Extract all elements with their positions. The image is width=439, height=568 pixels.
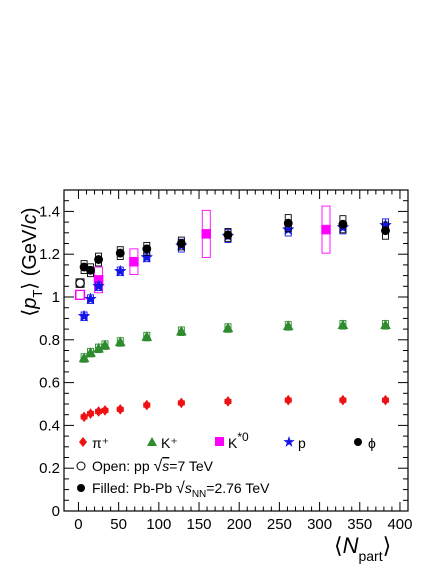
point-pi: [177, 397, 186, 409]
point-phi: [176, 239, 186, 248]
pp-point-kstar: [74, 289, 86, 300]
legend-filled-marker: [77, 484, 85, 492]
point-k: [114, 336, 126, 347]
point-p: [140, 250, 154, 263]
point-k: [380, 319, 391, 330]
y-tick-label: 1.4: [39, 203, 60, 220]
y-tick-label: 1: [52, 289, 60, 306]
legend-label-kstar: K*0: [228, 430, 249, 451]
svg-text:⟨pT⟩ (GeV/c): ⟨pT⟩ (GeV/c): [19, 207, 45, 316]
legend-label-pi: π⁺: [92, 435, 109, 451]
legend-marker-phi: [354, 438, 362, 446]
data-marks: [74, 205, 392, 423]
y-axis-title: ⟨pT⟩ (GeV/c): [19, 207, 45, 316]
point-phi: [142, 244, 152, 254]
x-tick-label: 250: [267, 516, 292, 533]
point-pi: [86, 408, 95, 420]
point-pi: [338, 394, 347, 406]
point-p: [84, 292, 97, 305]
x-tick-label: 50: [110, 516, 127, 533]
y-tick-label: 0.2: [39, 460, 60, 477]
y-tick-label: 0: [52, 503, 60, 520]
point-p: [113, 264, 127, 277]
legend-marker-p: [283, 436, 295, 447]
x-tick-label: 0: [74, 516, 82, 533]
legend-marker-pi: [79, 437, 87, 447]
y-tick-label: 0.6: [39, 375, 60, 392]
x-tick-label: 200: [227, 516, 252, 533]
point-pi: [224, 396, 232, 407]
pp-point-phi: [75, 278, 85, 288]
point-phi: [115, 248, 125, 258]
point-pi: [381, 394, 390, 406]
point-k: [175, 325, 187, 336]
point-k: [337, 319, 349, 330]
y-tick-label: 0.4: [39, 417, 60, 434]
legend-open-label: Open: pp √s=7 TeV: [92, 458, 214, 475]
legend-filled-label: Filled: Pb-Pb √sNN=2.76 TeV: [92, 480, 270, 500]
legend-label-p: p: [298, 435, 306, 451]
point-pi: [80, 411, 89, 423]
pp-syst-box-kstar: [75, 290, 85, 300]
legend-label-phi: ϕ: [368, 435, 376, 451]
point-p: [92, 279, 105, 292]
x-tick-label: 400: [387, 516, 412, 533]
x-tick-label: 300: [307, 516, 332, 533]
point-pi: [116, 403, 125, 415]
point-phi: [338, 219, 348, 229]
point-pi: [142, 399, 151, 411]
point-kstar: [201, 229, 212, 239]
point-kstar: [129, 256, 139, 267]
point-phi: [283, 218, 293, 228]
point-kstar: [321, 224, 331, 235]
point-k: [78, 352, 90, 363]
x-tick-label: 150: [187, 516, 212, 533]
point-p: [77, 309, 91, 322]
x-tick-label: 350: [347, 516, 372, 533]
point-k: [99, 339, 111, 350]
point-pi: [101, 404, 109, 416]
x-tick-label: 100: [146, 516, 171, 533]
point-k: [141, 331, 153, 341]
y-tick-label: 1.2: [39, 246, 60, 263]
legend-marker-k: [147, 437, 157, 446]
point-k: [282, 320, 294, 331]
y-tick-label: 0.8: [39, 332, 60, 349]
x-axis-title: ⟨Npart⟩: [334, 533, 391, 564]
point-pi: [284, 394, 293, 406]
point-k: [222, 322, 234, 333]
point-phi: [86, 265, 95, 275]
svg-text:⟨Npart⟩: ⟨Npart⟩: [334, 533, 391, 564]
point-pi: [94, 406, 103, 417]
legend-marker-kstar: [215, 437, 224, 446]
point-phi: [94, 255, 104, 264]
legend: π⁺ K⁺ K*0 p ϕ Open: pp √s=7 TeV Filled: …: [76, 430, 376, 500]
legend-open-marker: [76, 461, 86, 471]
axis-ticks: 0 50 100 150 200 250 300 350 400 0 0.2 0.4 0.6 0.8 1 1.…: [39, 190, 412, 533]
legend-label-k: K⁺: [161, 435, 178, 451]
point-k: [85, 347, 96, 357]
point-phi: [381, 226, 390, 236]
point-phi: [223, 230, 233, 240]
